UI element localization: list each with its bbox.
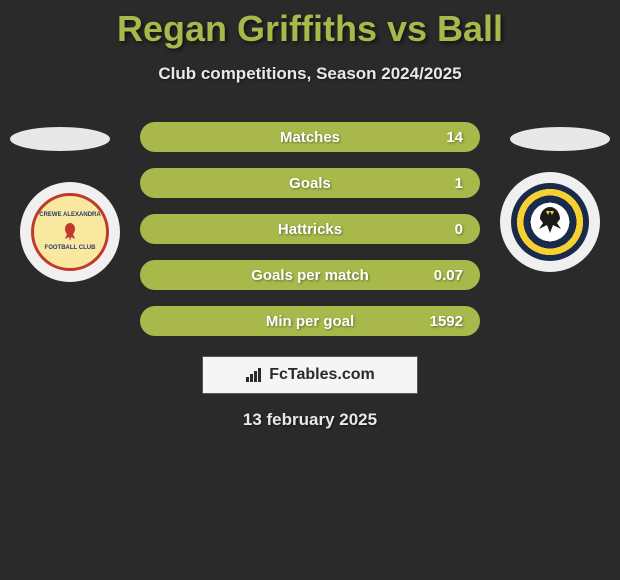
- stat-value: 0: [455, 221, 463, 238]
- stat-label: Matches: [280, 129, 340, 146]
- stat-bar-min-per-goal: . Min per goal 1592: [140, 306, 480, 336]
- logo-box: FcTables.com: [202, 356, 418, 394]
- club-crest-right: [500, 172, 600, 272]
- stat-bar-matches: . Matches 14: [140, 122, 480, 152]
- stat-bar-goals: . Goals 1: [140, 168, 480, 198]
- stat-bar-goals-per-match: . Goals per match 0.07: [140, 260, 480, 290]
- eagle-icon: [511, 183, 589, 261]
- stat-bar-hattricks: . Hattricks 0: [140, 214, 480, 244]
- page-title: Regan Griffiths vs Ball: [0, 0, 620, 50]
- crest-left-line1: CREWE ALEXANDRA: [39, 212, 100, 219]
- stat-value: 1592: [430, 313, 463, 330]
- lion-icon: [57, 219, 83, 245]
- stat-label: Goals per match: [251, 267, 369, 284]
- stat-label: Min per goal: [266, 313, 354, 330]
- stat-value: 1: [455, 175, 463, 192]
- crest-left-line2: FOOTBALL CLUB: [45, 245, 96, 252]
- date-text: 13 february 2025: [0, 410, 620, 430]
- stat-value: 0.07: [434, 267, 463, 284]
- crest-right-inner: [511, 183, 589, 261]
- crest-left-inner: CREWE ALEXANDRA FOOTBALL CLUB: [31, 193, 109, 271]
- chart-icon: [245, 367, 265, 383]
- stat-label: Hattricks: [278, 221, 342, 238]
- stats-container: . Matches 14 . Goals 1 . Hattricks 0 . G…: [140, 122, 480, 352]
- player-ellipse-left: [10, 127, 110, 151]
- club-crest-left: CREWE ALEXANDRA FOOTBALL CLUB: [20, 182, 120, 282]
- stat-label: Goals: [289, 175, 331, 192]
- logo-text: FcTables.com: [269, 366, 375, 384]
- stat-value: 14: [446, 129, 463, 146]
- subtitle: Club competitions, Season 2024/2025: [0, 64, 620, 84]
- player-ellipse-right: [510, 127, 610, 151]
